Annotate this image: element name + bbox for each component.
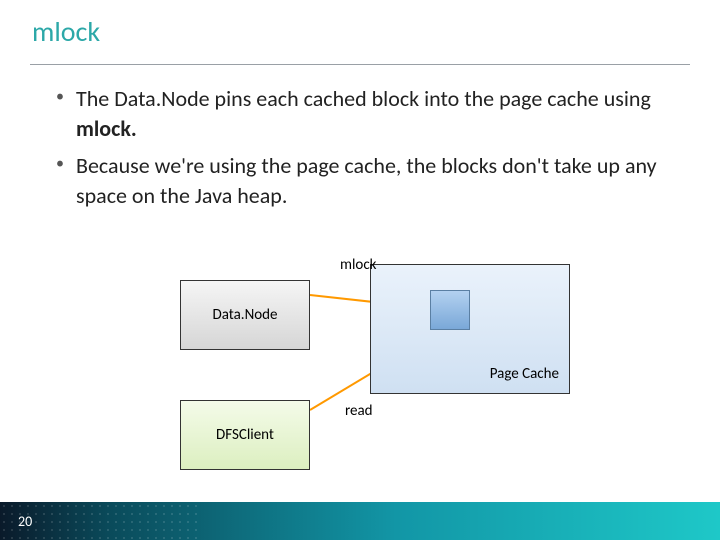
footer-bar: [0, 502, 720, 540]
node-pagecache: Page Cache: [370, 264, 570, 394]
bullet-text: The Data.Node pins each cached block int…: [76, 85, 651, 112]
node-pinned-block: [430, 290, 470, 330]
diagram: Data.Node Page Cache DFSClient mlock rea…: [0, 250, 720, 490]
edge-label-read: read: [345, 402, 373, 420]
diagram-arrows: [0, 250, 720, 490]
node-datanode: Data.Node: [180, 280, 310, 350]
node-label: Page Cache: [490, 365, 559, 383]
edge-label-mlock: mlock: [340, 256, 377, 274]
bullet-text: Because we're using the page cache, the …: [76, 152, 657, 209]
slide-title: mlock: [32, 14, 100, 49]
bullet-list: The Data.Node pins each cached block int…: [56, 84, 676, 219]
bullet-item: Because we're using the page cache, the …: [56, 151, 676, 210]
title-underline: [30, 64, 690, 65]
bullet-item: The Data.Node pins each cached block int…: [56, 84, 676, 143]
node-label: DFSClient: [216, 426, 274, 444]
page-number: 20: [18, 513, 32, 530]
bullet-bold: mlock.: [76, 115, 137, 142]
node-label: Data.Node: [212, 306, 277, 324]
node-dfsclient: DFSClient: [180, 400, 310, 470]
